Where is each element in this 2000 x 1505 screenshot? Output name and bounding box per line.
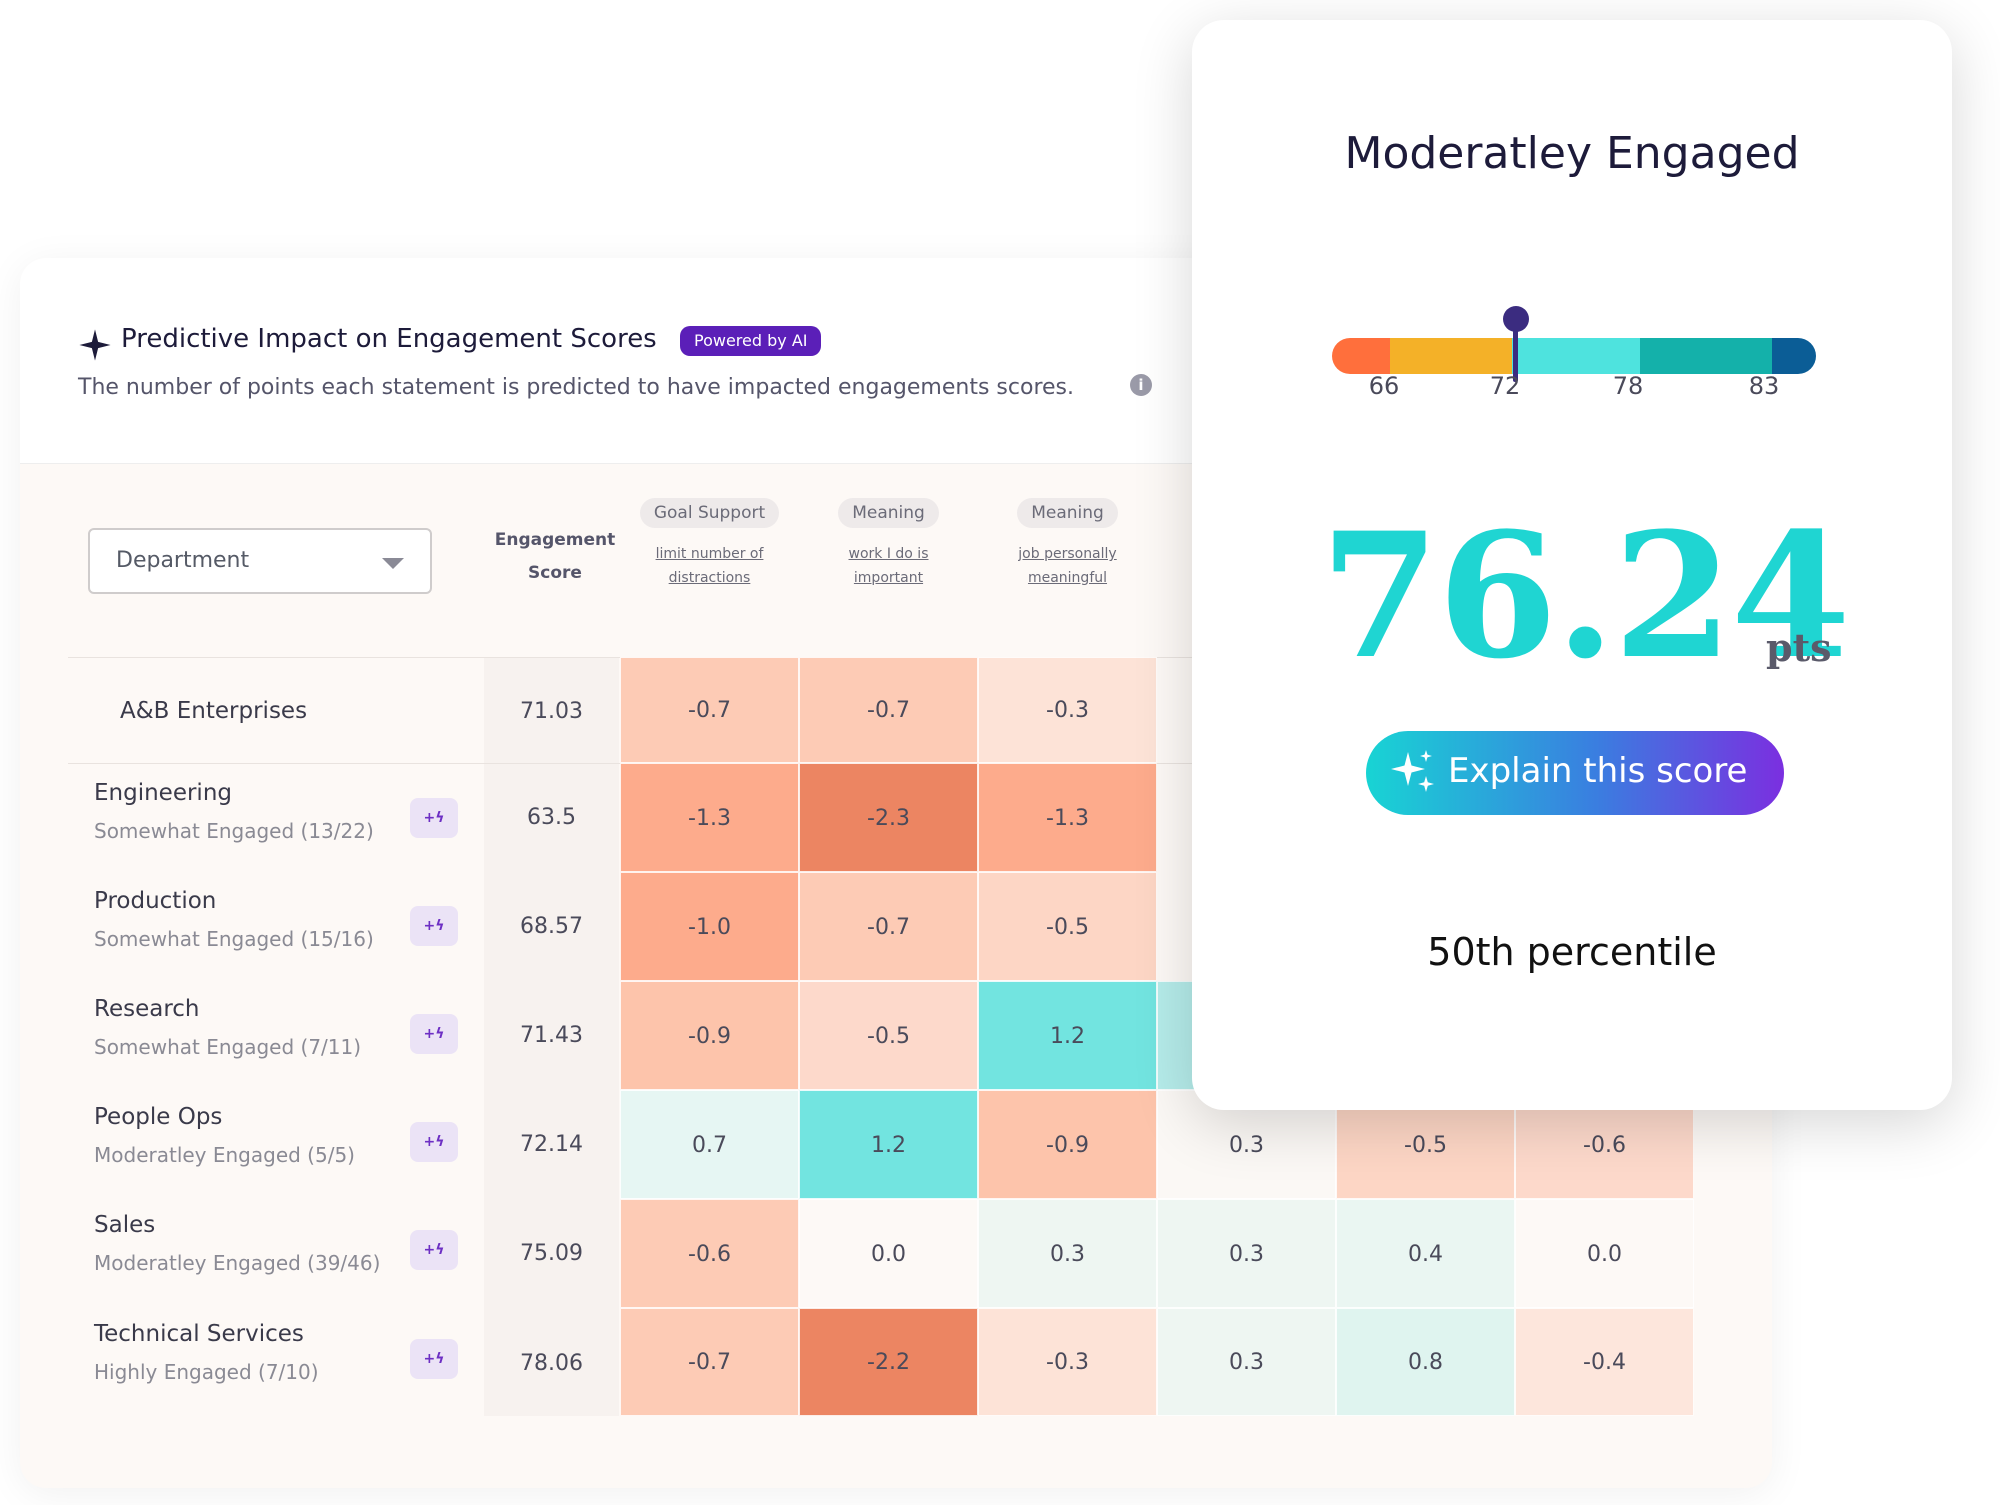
column-header: Goal Support limit number of distraction… <box>620 498 799 590</box>
impact-cell[interactable]: 1.2 <box>799 1090 978 1199</box>
engagement-score: 71.43 <box>520 1023 583 1048</box>
row-name-sales: Sales <box>94 1212 156 1238</box>
impact-cell[interactable]: 0.3 <box>1157 1308 1336 1416</box>
impact-cell[interactable]: 0.8 <box>1336 1308 1515 1416</box>
engagement-level-title: Moderatley Engaged <box>1344 128 1800 179</box>
impact-cell[interactable]: -0.4 <box>1515 1308 1694 1416</box>
company-name: A&B Enterprises <box>120 698 308 724</box>
engagement-score: 63.5 <box>527 805 576 830</box>
lightning-icon[interactable]: +ϟ <box>410 798 458 838</box>
panel-title: Predictive Impact on Engagement Scores <box>121 324 657 354</box>
row-status: Moderatley Engaged (5/5) <box>94 1143 355 1167</box>
chevron-down-icon <box>382 558 404 569</box>
impact-cell[interactable]: 0.3 <box>1157 1199 1336 1308</box>
impact-cell[interactable]: 0.4 <box>1336 1199 1515 1308</box>
engagement-score: 75.09 <box>520 1241 583 1266</box>
score-card: Moderatley Engaged 66 72 78 83 76.24 pts… <box>1192 20 1952 1110</box>
row-status: Somewhat Engaged (15/16) <box>94 927 374 951</box>
column-header: Meaning work I do is important <box>799 498 978 590</box>
gauge-segment <box>1390 338 1512 374</box>
statement-link[interactable]: job personally meaningful <box>1018 546 1117 586</box>
engagement-score-value: 76.24 <box>1320 494 1851 697</box>
impact-cell[interactable]: 1.2 <box>978 981 1157 1090</box>
impact-cell[interactable]: -0.5 <box>978 872 1157 981</box>
score-column-bg <box>484 657 619 1416</box>
engagement-score: 68.57 <box>520 914 583 939</box>
impact-cell[interactable]: -0.7 <box>799 657 978 763</box>
dropdown-selected-value: Department <box>116 548 250 573</box>
category-pill: Meaning <box>1017 498 1118 528</box>
score-unit: pts <box>1766 625 1832 670</box>
engagement-score: 78.06 <box>520 1351 583 1376</box>
category-pill: Meaning <box>838 498 939 528</box>
panel-subtitle: The number of points each statement is p… <box>78 375 1074 400</box>
sparkles-icon <box>1391 750 1434 792</box>
impact-cell[interactable]: -0.7 <box>620 657 799 763</box>
impact-cell[interactable]: -0.9 <box>978 1090 1157 1199</box>
impact-cell[interactable]: -0.7 <box>620 1308 799 1416</box>
lightning-icon[interactable]: +ϟ <box>410 1122 458 1162</box>
row-name-production: Production <box>94 888 217 914</box>
lightning-icon[interactable]: +ϟ <box>410 1014 458 1054</box>
statement-link[interactable]: limit number of distractions <box>655 546 764 586</box>
gauge-marker <box>1513 330 1518 382</box>
gauge-tick: 78 <box>1612 372 1644 400</box>
info-icon[interactable]: i <box>1130 374 1152 396</box>
statement-link[interactable]: work I do is important <box>848 546 929 586</box>
impact-cell[interactable]: 0.0 <box>799 1199 978 1308</box>
row-name-people-ops: People Ops <box>94 1104 223 1130</box>
explain-score-button[interactable]: Explain this score <box>1366 731 1784 815</box>
engagement-score-header-line2: Score <box>528 563 582 583</box>
row-status: Somewhat Engaged (13/22) <box>94 819 374 843</box>
engagement-score-header: Engagement <box>494 530 616 550</box>
gauge-segment <box>1772 338 1816 374</box>
row-name-technical-services: Technical Services <box>94 1321 304 1347</box>
gauge-marker-knob <box>1503 306 1529 332</box>
row-status: Somewhat Engaged (7/11) <box>94 1035 362 1059</box>
impact-cell[interactable]: -0.7 <box>799 872 978 981</box>
explain-button-label: Explain this score <box>1448 751 1748 791</box>
powered-by-ai-badge: Powered by AI <box>680 326 822 356</box>
impact-cell[interactable]: 0.3 <box>978 1199 1157 1308</box>
impact-cell[interactable]: -0.3 <box>978 1308 1157 1416</box>
impact-cell[interactable]: -0.9 <box>620 981 799 1090</box>
row-status: Moderatley Engaged (39/46) <box>94 1251 381 1275</box>
engagement-gauge <box>1332 338 1816 374</box>
impact-cell[interactable]: -0.6 <box>620 1199 799 1308</box>
gauge-segment <box>1332 338 1390 374</box>
impact-cell[interactable]: -2.2 <box>799 1308 978 1416</box>
gauge-tick: 66 <box>1368 372 1400 400</box>
gauge-tick: 72 <box>1489 372 1521 400</box>
category-pill: Goal Support <box>639 498 780 528</box>
sparkle-icon <box>79 329 111 361</box>
percentile-label: 50th percentile <box>1427 930 1717 974</box>
gauge-tick: 83 <box>1748 372 1780 400</box>
impact-cell[interactable]: -0.3 <box>978 657 1157 763</box>
row-name-research: Research <box>94 996 200 1022</box>
engagement-score: 72.14 <box>520 1132 583 1157</box>
company-engagement-score: 71.03 <box>520 699 583 724</box>
row-name-engineering: Engineering <box>94 780 232 806</box>
row-status: Highly Engaged (7/10) <box>94 1360 319 1384</box>
department-dropdown[interactable]: Department <box>88 528 432 594</box>
impact-cell[interactable]: -1.3 <box>978 763 1157 872</box>
impact-cell[interactable]: 0.7 <box>620 1090 799 1199</box>
lightning-icon[interactable]: +ϟ <box>410 1339 458 1379</box>
gauge-segment <box>1512 338 1640 374</box>
impact-cell[interactable]: -1.3 <box>620 763 799 872</box>
impact-cell[interactable]: -2.3 <box>799 763 978 872</box>
impact-cell[interactable]: -1.0 <box>620 872 799 981</box>
lightning-icon[interactable]: +ϟ <box>410 1230 458 1270</box>
column-header: Meaning job personally meaningful <box>978 498 1157 590</box>
gauge-segment <box>1640 338 1772 374</box>
impact-cell[interactable]: 0.0 <box>1515 1199 1694 1308</box>
lightning-icon[interactable]: +ϟ <box>410 906 458 946</box>
impact-cell[interactable]: -0.5 <box>799 981 978 1090</box>
